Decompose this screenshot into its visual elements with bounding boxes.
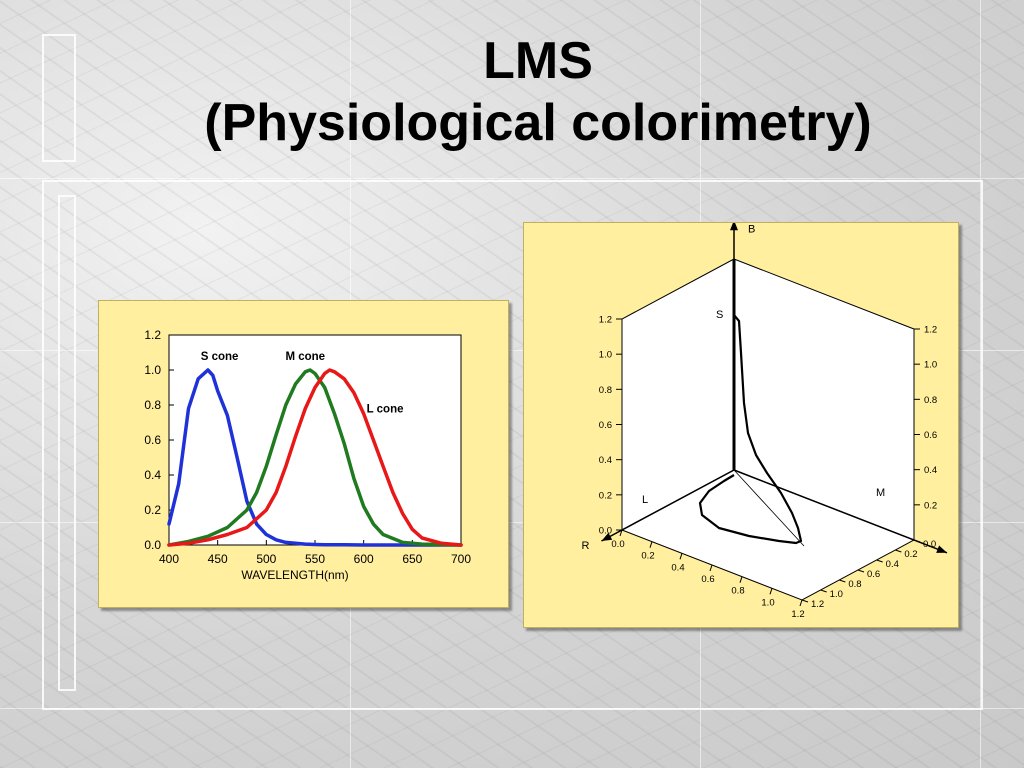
y-tick-label: 1.2 (144, 328, 161, 342)
front-scale-tick (739, 576, 743, 583)
x-tick-label: 400 (159, 552, 179, 566)
y-tick-label: 0.2 (144, 503, 161, 517)
background-grid-line (980, 0, 981, 768)
front-scale-tick (649, 541, 653, 548)
left-scale-label: 0.8 (599, 385, 612, 396)
series-line-m-cone (167, 368, 463, 547)
y-tick-label: 0.8 (144, 398, 161, 412)
left-scale-label: 0.0 (599, 526, 612, 537)
r-axis-label: R (581, 540, 589, 552)
right-scale-label: 1.2 (924, 325, 937, 336)
x-tick-label: 550 (305, 552, 325, 566)
point-label-s: S (716, 309, 723, 321)
front-scale-tick (619, 529, 623, 537)
front-scale-label: 0.8 (731, 586, 744, 597)
content-frame (42, 180, 983, 710)
b-axis-arrow-head (730, 220, 738, 231)
side-scale-label: 0.8 (848, 579, 861, 590)
left-scale-label: 0.2 (599, 490, 612, 501)
side-scale-label: 0.6 (867, 569, 880, 580)
left-scale-label: 0.6 (599, 420, 612, 431)
front-scale-tick (679, 553, 683, 560)
background-grid-line (0, 522, 1024, 523)
side-scale-label: 0.2 (904, 549, 917, 560)
series-label: M cone (285, 351, 325, 363)
side-scale-tick (895, 549, 902, 553)
lms-3d-chart: 0.0 0.2 0.4 0.6 0.8 1.0 1.2 0.2 0.4 0.6 0.8 1.0 1.2 0… (581, 220, 972, 620)
side-scale-tick (876, 559, 883, 563)
slide-title: LMS (Physiological colorimetry) (0, 30, 1024, 154)
right-scale-label: 1.0 (924, 360, 937, 371)
point-label-m: M (876, 487, 885, 499)
g-axis-arrow (733, 469, 948, 554)
background-grid-line (0, 350, 1024, 351)
x-tick-label: 650 (402, 552, 422, 566)
side-scale-label: 0.0 (923, 539, 936, 550)
front-scale-label: 0.6 (701, 574, 714, 585)
decorative-frame (58, 195, 76, 691)
y-tick-label: 1.0 (144, 363, 161, 377)
front-scale-tick (799, 599, 803, 607)
side-scale-tick (839, 579, 846, 583)
spectral-locus (698, 314, 803, 545)
lms-3d-panel: 0.0 0.2 0.4 0.6 0.8 1.0 1.2 0.2 0.4 0.6 0.8 1.0 1.2 0… (523, 220, 972, 628)
front-scale-label: 1.0 (761, 597, 774, 608)
cone-sensitivity-panel: 0.0 0.2 0.4 0.6 0.8 1.0 1.2 400 450 500 550 600 650 7… (98, 300, 509, 608)
left-scale-label: 1.0 (599, 350, 612, 361)
front-scale-tick (709, 564, 713, 572)
right-scale-label: 0.8 (924, 395, 937, 406)
y-tick-label: 0.6 (144, 433, 161, 447)
right-scale-label: 0.4 (924, 465, 937, 476)
left-scale-label: 0.4 (599, 455, 612, 466)
title-line-1: LMS (483, 32, 593, 90)
plot-area (168, 334, 462, 546)
side-scale-tick (801, 599, 809, 603)
front-scale-label: 0.0 (611, 539, 624, 550)
x-tick-label: 600 (354, 552, 374, 566)
g-axis-arrow-head (936, 545, 947, 553)
x-tick-label: 700 (451, 552, 471, 566)
side-scale-label: 0.4 (886, 559, 899, 570)
front-scale-label: 0.4 (671, 562, 684, 573)
side-scale-label: 1.2 (811, 599, 824, 610)
series-line-s-cone (167, 368, 463, 547)
cone-sensitivity-chart: 0.0 0.2 0.4 0.6 0.8 1.0 1.2 400 450 500 550 600 650 7… (144, 328, 471, 582)
front-scale-tick (769, 588, 773, 595)
series-label: S cone (201, 351, 239, 363)
y-tick-label: 0.0 (144, 538, 161, 552)
side-scale-tick (857, 569, 865, 573)
y-tick-label: 0.4 (144, 468, 161, 482)
front-scale-label: 1.2 (791, 609, 804, 620)
left-scale-label: 1.2 (599, 315, 612, 326)
x-axis-label: WAVELENGTH(nm) (241, 568, 348, 582)
point-label-l: L (642, 494, 648, 506)
b-axis-label: B (748, 223, 755, 235)
right-scale-label: 0.6 (924, 430, 937, 441)
title-line-2: (Physiological colorimetry) (204, 94, 872, 152)
side-scale-tick (820, 589, 827, 593)
x-tick-label: 500 (256, 552, 276, 566)
right-scale-label: 0.2 (924, 500, 937, 511)
side-scale-label: 1.0 (830, 589, 843, 600)
decorative-frame (42, 34, 76, 162)
r-axis-arrow-head (601, 532, 613, 541)
r-axis-arrow (601, 469, 735, 542)
series-label: L cone (367, 404, 404, 416)
front-scale-label: 0.2 (641, 551, 654, 562)
background-grid-line (0, 178, 1024, 179)
x-tick-label: 450 (208, 552, 228, 566)
side-scale-tick (913, 539, 921, 543)
series-line-l-cone (167, 368, 463, 547)
projection-line (733, 469, 805, 547)
